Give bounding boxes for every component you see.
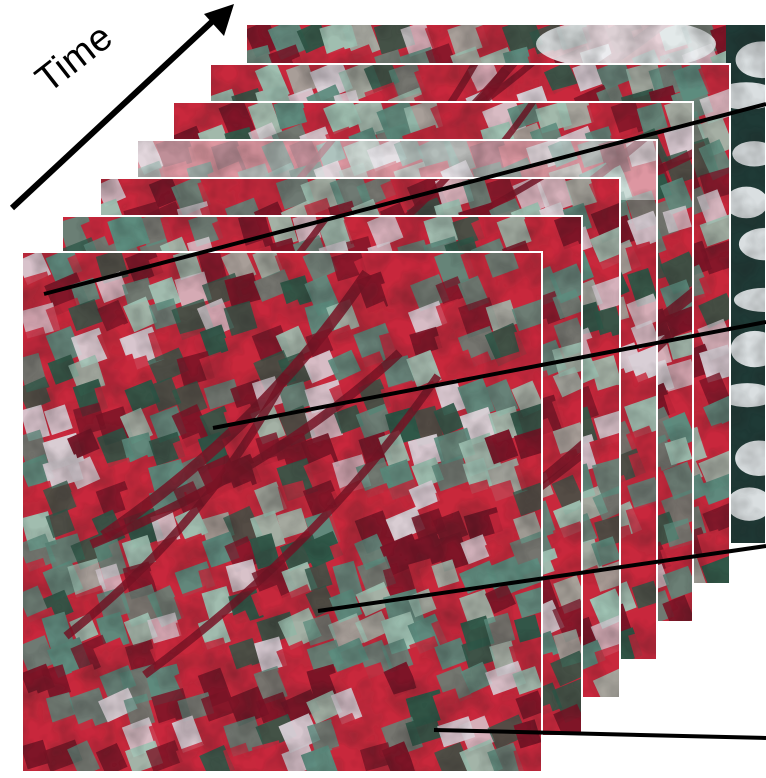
connector-line-3 bbox=[317, 544, 766, 613]
connector-lines bbox=[43, 102, 766, 740]
connector-line-4 bbox=[433, 728, 766, 740]
time-arrow-head bbox=[204, 4, 234, 36]
time-arrow bbox=[9, 4, 234, 211]
connector-line-1 bbox=[43, 102, 766, 296]
satellite-frame-7 bbox=[21, 251, 543, 773]
connector-line-2 bbox=[212, 320, 766, 430]
time-arrow-shaft bbox=[9, 15, 219, 211]
